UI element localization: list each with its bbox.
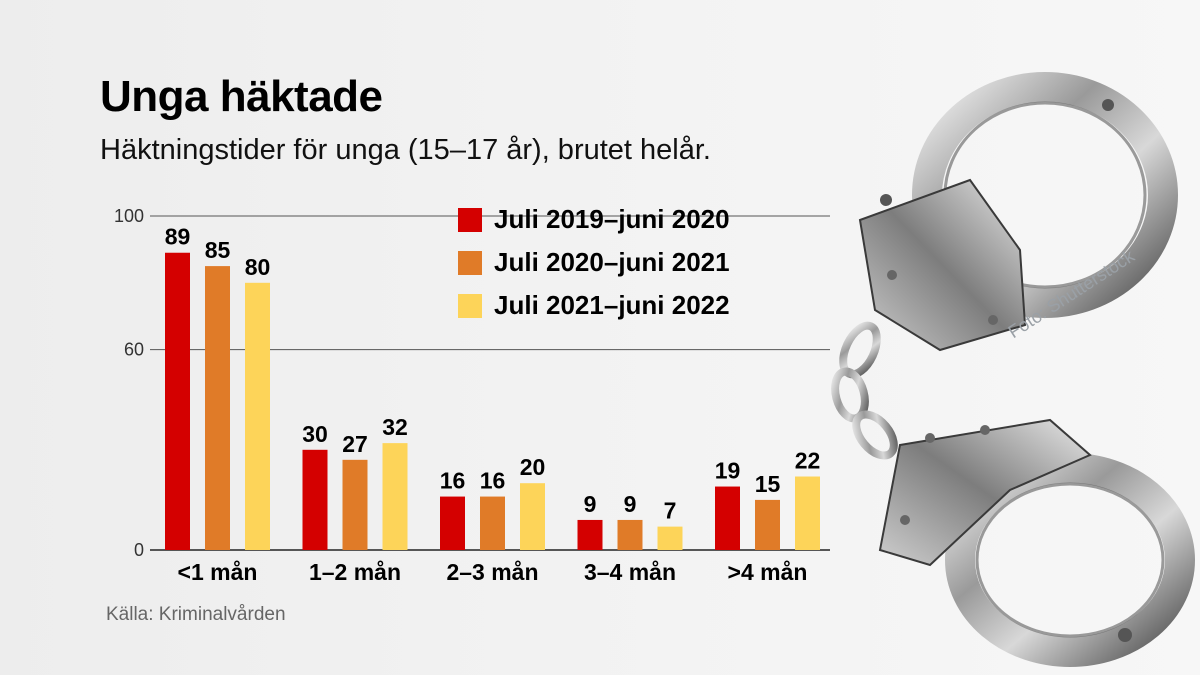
data-label: 16 bbox=[480, 468, 506, 494]
data-label: 80 bbox=[245, 254, 271, 280]
bar bbox=[520, 483, 545, 550]
bar bbox=[657, 526, 683, 550]
legend-swatch bbox=[458, 207, 482, 232]
bar bbox=[480, 496, 505, 550]
x-tick-label: 2–3 mån bbox=[446, 559, 538, 585]
data-label: 15 bbox=[755, 471, 781, 497]
x-tick-label: >4 mån bbox=[728, 559, 808, 585]
data-label: 9 bbox=[584, 491, 597, 517]
x-tick-label: 3–4 mån bbox=[584, 559, 676, 585]
data-label: 27 bbox=[342, 431, 368, 457]
legend-item-2020-2021: Juli 2020–juni 2021 bbox=[458, 241, 730, 284]
y-tick-label: 0 bbox=[134, 540, 144, 560]
chart-legend: Juli 2019–juni 2020 Juli 2020–juni 2021 … bbox=[458, 198, 730, 327]
chart-subtitle: Häktningstider för unga (15–17 år), brut… bbox=[100, 134, 711, 166]
legend-label: Juli 2021–juni 2022 bbox=[494, 290, 730, 320]
data-label: 7 bbox=[664, 498, 677, 524]
legend-item-2021-2022: Juli 2021–juni 2022 bbox=[458, 284, 730, 327]
data-label: 16 bbox=[440, 468, 466, 494]
bar bbox=[245, 282, 270, 550]
bar bbox=[440, 496, 465, 550]
y-tick-label: 60 bbox=[124, 340, 144, 360]
data-label: 30 bbox=[302, 421, 328, 447]
bar bbox=[205, 266, 230, 550]
y-tick-label: 100 bbox=[114, 206, 144, 226]
legend-item-2019-2020: Juli 2019–juni 2020 bbox=[458, 198, 730, 241]
bar bbox=[795, 476, 820, 550]
data-label: 19 bbox=[715, 458, 741, 484]
source-note: Källa: Kriminalvården bbox=[106, 604, 286, 625]
legend-swatch bbox=[458, 293, 482, 318]
bar bbox=[577, 519, 603, 550]
bar bbox=[382, 443, 408, 550]
bar bbox=[342, 459, 368, 550]
bar bbox=[715, 486, 740, 550]
x-tick-label: <1 mån bbox=[178, 559, 258, 585]
chart-title: Unga häktade bbox=[100, 72, 383, 121]
data-label: 9 bbox=[624, 491, 637, 517]
data-label: 22 bbox=[795, 448, 821, 474]
legend-swatch bbox=[458, 250, 482, 275]
bar bbox=[617, 519, 643, 550]
legend-label: Juli 2019–juni 2020 bbox=[494, 204, 730, 234]
bar bbox=[302, 449, 328, 550]
data-label: 89 bbox=[165, 224, 191, 250]
bar bbox=[165, 252, 190, 551]
handcuffs-photo bbox=[831, 72, 1195, 667]
legend-label: Juli 2020–juni 2021 bbox=[494, 247, 730, 277]
data-label: 32 bbox=[382, 414, 408, 440]
x-tick-label: 1–2 mån bbox=[309, 559, 401, 585]
data-label: 85 bbox=[205, 237, 231, 263]
bar bbox=[755, 499, 780, 550]
data-label: 20 bbox=[520, 454, 546, 480]
